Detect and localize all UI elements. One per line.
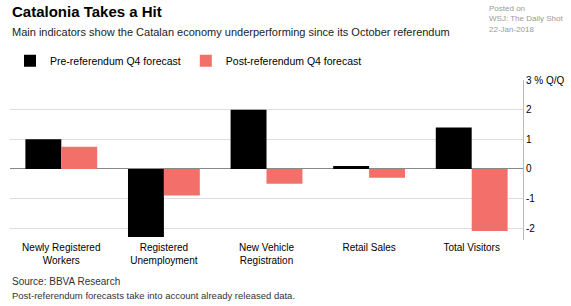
svg-text:3 % Q/Q: 3 % Q/Q (526, 75, 565, 86)
svg-text:Newly RegisteredWorkers: Newly RegisteredWorkers (22, 242, 100, 266)
svg-text:Post-referendum forecasts take: Post-referendum forecasts take into acco… (12, 290, 295, 301)
svg-text:New VehicleRegistration: New VehicleRegistration (239, 242, 294, 266)
svg-text:Main indicators show the Catal: Main indicators show the Catalan economy… (12, 26, 450, 38)
svg-text:Pre-referendum Q4 forecast: Pre-referendum Q4 forecast (50, 55, 181, 67)
svg-text:Source: BBVA Research: Source: BBVA Research (12, 276, 120, 287)
svg-text:Catalonia Takes a Hit: Catalonia Takes a Hit (12, 3, 162, 20)
svg-text:2: 2 (526, 104, 532, 115)
svg-text:1: 1 (526, 134, 532, 145)
svg-text:Retail Sales: Retail Sales (342, 242, 395, 253)
svg-text:0: 0 (526, 163, 532, 174)
svg-text:Post-referendum Q4 forecast: Post-referendum Q4 forecast (226, 55, 361, 67)
svg-text:-2: -2 (526, 223, 535, 234)
svg-text:-1: -1 (526, 193, 535, 204)
svg-text:Total Visitors: Total Visitors (443, 242, 500, 253)
svg-text:RegisteredUnemployment: RegisteredUnemployment (130, 242, 197, 266)
svg-text:Posted onWSJ: The Daily Shot22: Posted onWSJ: The Daily Shot22-Jan-2018 (489, 4, 563, 34)
